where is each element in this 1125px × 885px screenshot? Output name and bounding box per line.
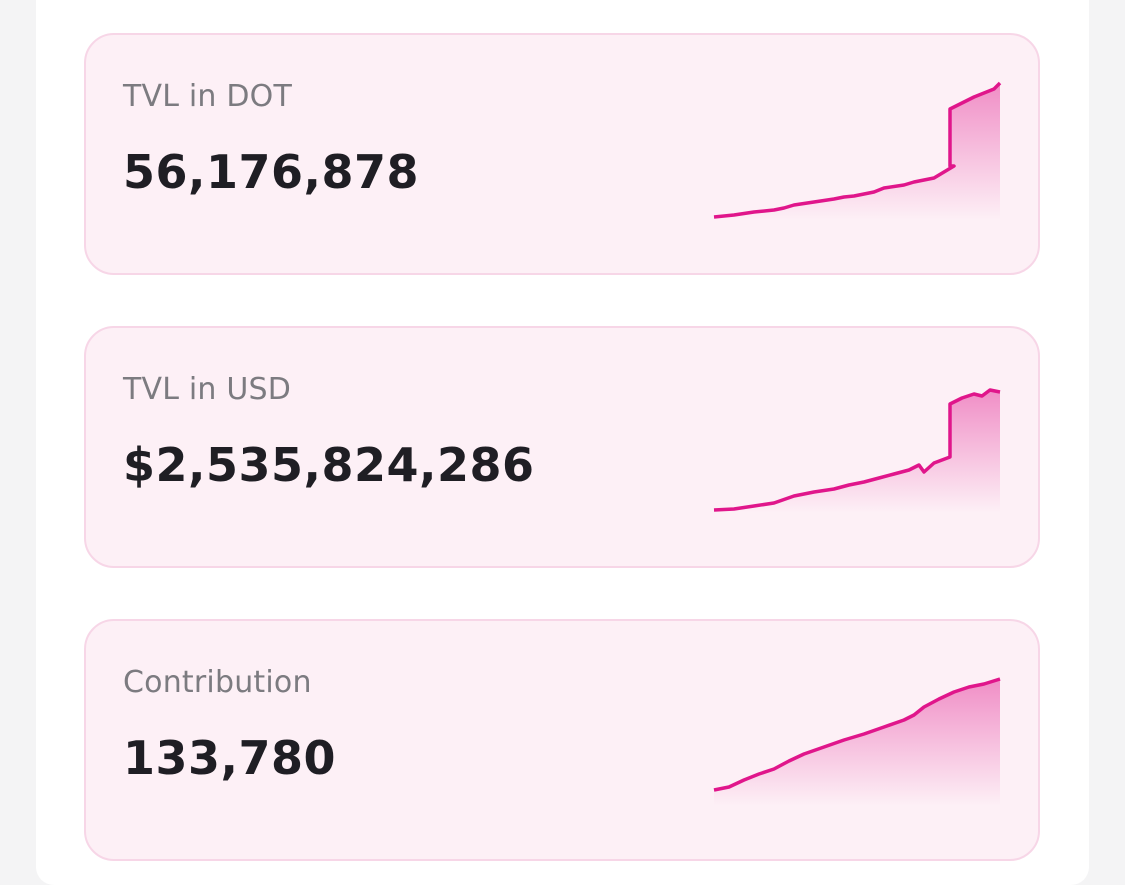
sparkline-area xyxy=(714,679,1000,806)
sparkline-area xyxy=(714,390,1000,513)
tvl-usd-sparkline xyxy=(713,388,1001,513)
tvl-usd-card: TVL in USD $2,535,824,286 xyxy=(84,326,1040,568)
card-value: 133,780 xyxy=(123,731,337,785)
stats-panel: TVL in DOT 56,176,878 TVL in USD $2,535,… xyxy=(36,0,1089,885)
card-label: TVL in USD xyxy=(123,372,292,407)
tvl-dot-card: TVL in DOT 56,176,878 xyxy=(84,33,1040,275)
sparkline-line xyxy=(713,677,1001,792)
card-value: 56,176,878 xyxy=(123,145,420,199)
card-label: Contribution xyxy=(123,665,312,700)
contribution-card: Contribution 133,780 xyxy=(84,619,1040,861)
sparkline-area xyxy=(714,83,1000,220)
sparkline-line xyxy=(713,81,1002,219)
contribution-sparkline xyxy=(713,677,1001,806)
sparkline-line xyxy=(713,388,1001,512)
card-label: TVL in DOT xyxy=(123,79,293,114)
card-value: $2,535,824,286 xyxy=(123,438,535,492)
tvl-dot-sparkline xyxy=(713,81,1002,220)
